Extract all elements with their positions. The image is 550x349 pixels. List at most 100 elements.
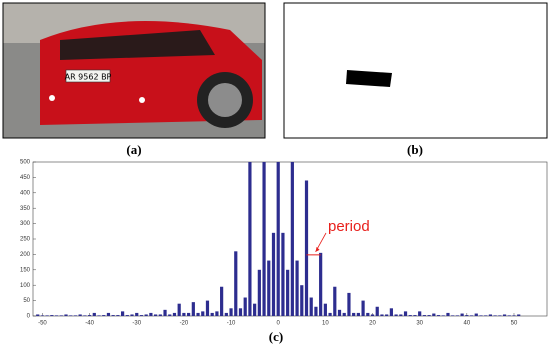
y-tick-label: 150 (20, 267, 31, 273)
y-tick-label: 0 (27, 314, 31, 320)
bar (286, 269, 290, 316)
bar (69, 315, 73, 316)
bar (352, 312, 356, 316)
bar (356, 312, 360, 316)
bar (418, 311, 422, 316)
bar (479, 315, 483, 316)
bar (290, 162, 294, 316)
bar (87, 315, 92, 316)
bar (342, 312, 346, 316)
bar (347, 292, 351, 316)
bar (493, 315, 497, 316)
bar (455, 315, 460, 316)
bar (154, 314, 158, 316)
bar (262, 162, 266, 316)
bar (337, 309, 342, 316)
bar (201, 311, 205, 316)
bar (149, 312, 153, 316)
plate-text: AR 9562 BP (65, 73, 112, 82)
bar (78, 314, 82, 316)
bar (451, 315, 455, 316)
x-tick-label: 40 (463, 321, 470, 327)
panel-label: (a) (126, 142, 141, 157)
bar (253, 303, 257, 316)
y-tick-label: 200 (20, 252, 31, 258)
bar (281, 232, 285, 316)
bar (474, 313, 478, 316)
bar (54, 315, 59, 316)
bar (229, 308, 233, 316)
bar (234, 251, 238, 316)
bar (408, 315, 412, 316)
bar (224, 312, 228, 316)
bar (446, 312, 450, 316)
bar (257, 269, 261, 316)
x-tick-label: 20 (369, 321, 376, 327)
bar (40, 315, 45, 316)
bar (314, 306, 318, 316)
bar (139, 315, 144, 316)
bar (460, 313, 464, 316)
bar (441, 315, 445, 316)
bar (106, 312, 111, 316)
bar (427, 315, 431, 316)
bar (370, 314, 375, 316)
bar (375, 306, 379, 316)
bar (210, 312, 214, 316)
bar (45, 315, 49, 316)
bar (111, 315, 115, 316)
y-tick-label: 300 (20, 221, 31, 227)
bar (436, 315, 441, 316)
y-tick-label: 50 (23, 298, 30, 304)
x-tick-label: 50 (511, 321, 518, 327)
bar (507, 315, 511, 316)
bar (498, 315, 502, 316)
bar (187, 312, 191, 316)
bar (333, 286, 337, 316)
panel-label: (b) (407, 142, 423, 157)
bar (130, 314, 134, 316)
bar (323, 303, 327, 316)
bar (83, 315, 87, 316)
y-tick-label: 400 (20, 190, 31, 196)
bar (276, 162, 280, 316)
bar (191, 302, 195, 316)
bar (512, 315, 516, 316)
mask-region (346, 70, 392, 87)
bar (248, 162, 252, 316)
bar (73, 315, 78, 316)
bar (271, 232, 276, 316)
bar (182, 312, 186, 316)
bar (125, 315, 129, 316)
bar (328, 312, 332, 316)
y-tick-label: 500 (20, 160, 31, 166)
y-tick-label: 450 (20, 175, 31, 181)
y-tick-label: 350 (20, 206, 31, 212)
plot-area (32, 161, 548, 317)
bar (196, 312, 200, 316)
bar (319, 252, 323, 316)
bar (215, 311, 219, 316)
photo-frame (2, 2, 266, 139)
y-tick-label: 250 (20, 237, 31, 243)
arrow-head (315, 246, 320, 252)
bar (120, 311, 125, 316)
bar (300, 285, 304, 316)
bar (36, 314, 40, 316)
bar (469, 315, 474, 316)
bar (163, 309, 167, 316)
bar (380, 314, 384, 316)
y-tick-label: 100 (20, 283, 31, 289)
bar (50, 315, 54, 316)
bar (413, 315, 417, 316)
bar (205, 300, 210, 316)
bar (361, 300, 365, 316)
x-tick-label: 10 (322, 321, 329, 327)
bar (309, 297, 313, 316)
bar (92, 312, 96, 316)
bar (158, 314, 162, 316)
bar (403, 311, 408, 316)
bar (389, 308, 393, 316)
panel-label: (c) (269, 329, 283, 344)
